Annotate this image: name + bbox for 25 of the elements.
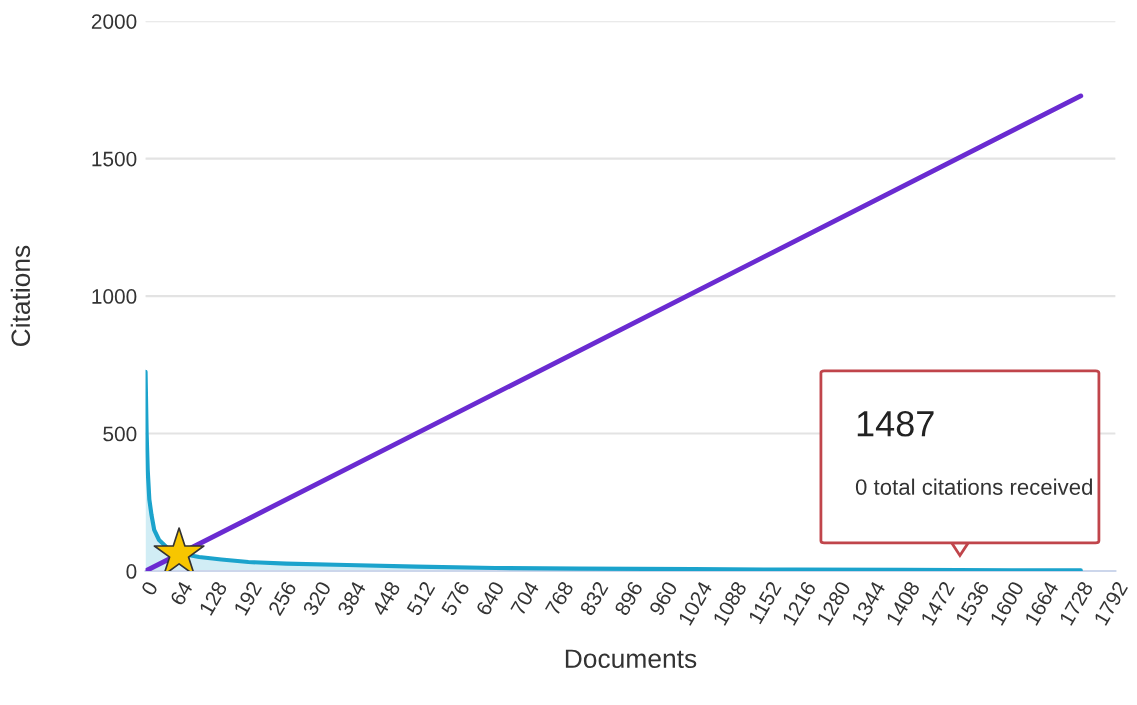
x-tick-label: 192 [233, 580, 263, 616]
y-tick-label: 500 [103, 426, 137, 442]
x-tick-label: 448 [371, 580, 401, 617]
x-tick-label: 768 [544, 580, 574, 617]
x-axis-title: Documents [565, 649, 697, 669]
x-tick-label: 128 [198, 580, 228, 616]
y-tick-label: 2000 [91, 14, 137, 29]
x-tick-label: 0 [140, 580, 159, 597]
annotation: 1487 [857, 410, 934, 437]
x-tick-label: 640 [475, 580, 505, 617]
x-tick-label: 256 [267, 580, 297, 617]
x-tick-label: 384 [336, 580, 367, 617]
y-tick-label: 1000 [92, 289, 137, 304]
y-axis-title: Citations [10, 245, 31, 347]
annotation: 0 total citations received [855, 478, 1092, 495]
y-tick-label: 1500 [92, 151, 137, 167]
x-tick-label: 320 [302, 580, 332, 617]
x-tick-label: 64 [169, 580, 194, 607]
x-tick-label: 960 [648, 580, 678, 617]
x-tick-label: 512 [406, 580, 436, 617]
x-tick-label: 704 [510, 580, 540, 617]
y-tick-label: 0 [126, 564, 137, 579]
x-tick-label: 832 [579, 580, 609, 617]
x-tick-label: 576 [440, 580, 471, 617]
x-tick-label: 896 [614, 580, 644, 617]
